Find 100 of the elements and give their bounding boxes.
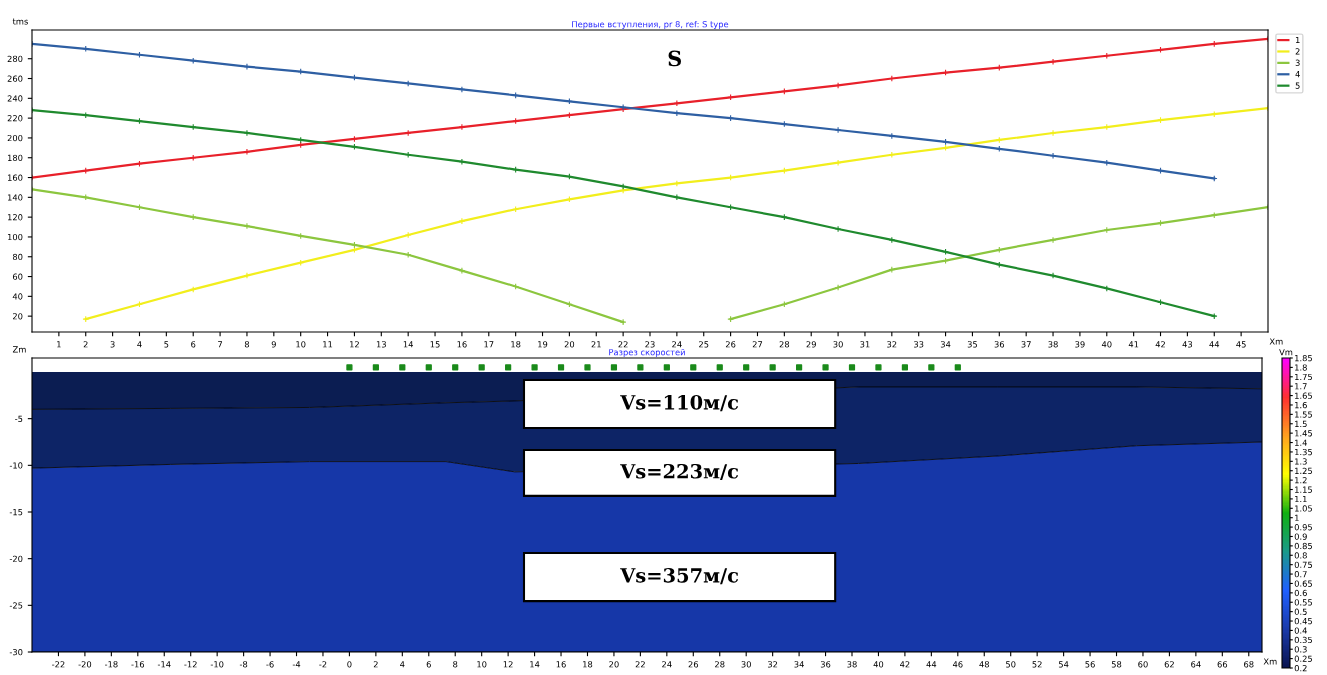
x-tick-label: 21 <box>591 341 601 348</box>
x-tick-label: 14 <box>403 341 414 348</box>
x-tick-label: 38 <box>1048 341 1058 348</box>
color-bar-label: 1.05 <box>1295 505 1312 512</box>
x-tick-label: 37 <box>1021 341 1031 348</box>
x-tick-label: 66 <box>1217 661 1228 668</box>
x-tick-label: 9 <box>271 341 276 348</box>
x-tick-label: 2 <box>373 661 378 668</box>
x-tick-label: 34 <box>940 341 951 348</box>
x-tick-label: 8 <box>244 341 250 348</box>
x-tick-label: 16 <box>457 341 467 348</box>
color-bar-label: 1.5 <box>1295 420 1307 428</box>
x-tick-label: 13 <box>376 341 386 348</box>
x-tick-label: 19 <box>538 341 548 348</box>
x-tick-label: 20 <box>564 341 575 348</box>
y-tick-label: 220 <box>7 115 23 122</box>
x-tick-label: 32 <box>887 341 897 348</box>
color-bar-label: 0.6 <box>1294 589 1307 597</box>
x-axis-title: Xm <box>1269 338 1283 345</box>
y-tick-label: 260 <box>7 75 23 82</box>
x-tick-label: 0 <box>347 661 352 668</box>
x-tick-label: 28 <box>779 341 790 348</box>
x-tick-label: 33 <box>914 341 924 348</box>
y-tick-label: 200 <box>7 134 23 142</box>
x-tick-label: 30 <box>741 661 751 668</box>
color-bar-label: 1.8 <box>1295 364 1307 371</box>
y-axis-title: Zm <box>12 346 26 353</box>
x-tick-label: 17 <box>484 341 494 348</box>
color-bar-label: 1 <box>1295 514 1299 521</box>
x-tick-label: -22 <box>52 661 65 668</box>
x-tick-label: -6 <box>266 661 274 668</box>
color-bar-label: 0.8 <box>1294 552 1307 559</box>
x-tick-label: -8 <box>239 661 248 668</box>
x-tick-label: 36 <box>820 661 831 668</box>
y-tick-label: 180 <box>7 154 23 162</box>
x-tick-label: 38 <box>847 661 857 668</box>
x-tick-label: 26 <box>725 341 736 348</box>
y-tick-label: -5 <box>15 415 23 422</box>
annotation: S <box>668 50 681 67</box>
x-tick-label: 39 <box>1075 341 1085 348</box>
x-tick-label: 2 <box>83 341 88 348</box>
x-tick-label: 56 <box>1085 661 1095 668</box>
y-tick-label: 100 <box>7 233 23 241</box>
x-tick-label: -2 <box>319 661 327 668</box>
x-tick-label: -20 <box>78 661 92 668</box>
legend-label: 5 <box>1295 82 1300 89</box>
x-tick-label: 44 <box>1209 341 1220 348</box>
x-tick-label: 43 <box>1182 341 1193 348</box>
x-tick-label: -12 <box>184 661 197 668</box>
x-tick-label: 35 <box>967 341 978 348</box>
x-tick-label: 14 <box>530 661 540 668</box>
x-tick-label: 54 <box>1058 661 1069 668</box>
y-tick-label: 280 <box>7 55 23 62</box>
color-bar-label: 0.3 <box>1294 646 1307 653</box>
x-tick-label: 5 <box>164 341 169 348</box>
x-tick-label: 18 <box>511 341 521 348</box>
color-bar-label: 1.2 <box>1295 477 1307 484</box>
x-tick-label: 31 <box>860 341 870 348</box>
x-tick-label: 11 <box>323 341 333 348</box>
color-bar-label: 1.75 <box>1295 373 1312 381</box>
color-bar-label: 1.4 <box>1295 439 1307 446</box>
color-bar-label: 0.35 <box>1294 636 1312 644</box>
color-bar-label: 0.25 <box>1294 655 1312 662</box>
color-bar-label: 0.55 <box>1294 599 1312 606</box>
x-tick-label: 4 <box>137 341 142 348</box>
x-tick-label: 36 <box>994 341 1005 348</box>
color-bar-label: 0.9 <box>1294 533 1307 540</box>
y-tick-label: 240 <box>7 95 23 102</box>
color-bar-label: 1.15 <box>1295 486 1312 493</box>
y-tick-label: -30 <box>9 648 23 656</box>
x-tick-label: 22 <box>635 661 645 668</box>
x-tick-label: 64 <box>1191 661 1201 668</box>
y-tick-label: -25 <box>9 602 23 609</box>
color-bar-label: 1.65 <box>1295 392 1312 399</box>
y-tick-label: -15 <box>9 509 23 516</box>
color-bar-label: 1.6 <box>1295 401 1307 409</box>
x-tick-label: 28 <box>715 661 725 668</box>
x-tick-label: -18 <box>104 661 118 668</box>
x-tick-label: 62 <box>1164 661 1174 668</box>
color-bar-label: 0.75 <box>1294 561 1312 568</box>
x-tick-label: -4 <box>292 661 301 668</box>
x-tick-label: 52 <box>1032 661 1042 668</box>
x-tick-label: 48 <box>979 661 989 668</box>
x-tick-label: 10 <box>296 341 306 348</box>
x-tick-label: 30 <box>833 341 843 348</box>
chart-title: Первые вступления, pr 8, ref: S type <box>572 20 729 29</box>
y-tick-label: 60 <box>12 273 23 280</box>
x-tick-label: -14 <box>157 661 171 668</box>
x-tick-label: 27 <box>752 341 763 348</box>
color-bar-label: 1.85 <box>1295 354 1312 362</box>
x-tick-label: 58 <box>1111 661 1122 668</box>
color-bar-label: 1.25 <box>1295 467 1312 475</box>
x-tick-label: 68 <box>1244 661 1254 668</box>
x-tick-label: 32 <box>767 661 778 668</box>
color-bar-label: 0.2 <box>1294 664 1307 672</box>
x-tick-label: 1 <box>57 341 61 348</box>
x-tick-label: 16 <box>556 661 566 668</box>
color-bar-label: 0.5 <box>1294 608 1307 615</box>
chart-title: Разрез скоростей <box>609 348 685 357</box>
color-bar-label: 0.65 <box>1294 580 1312 587</box>
